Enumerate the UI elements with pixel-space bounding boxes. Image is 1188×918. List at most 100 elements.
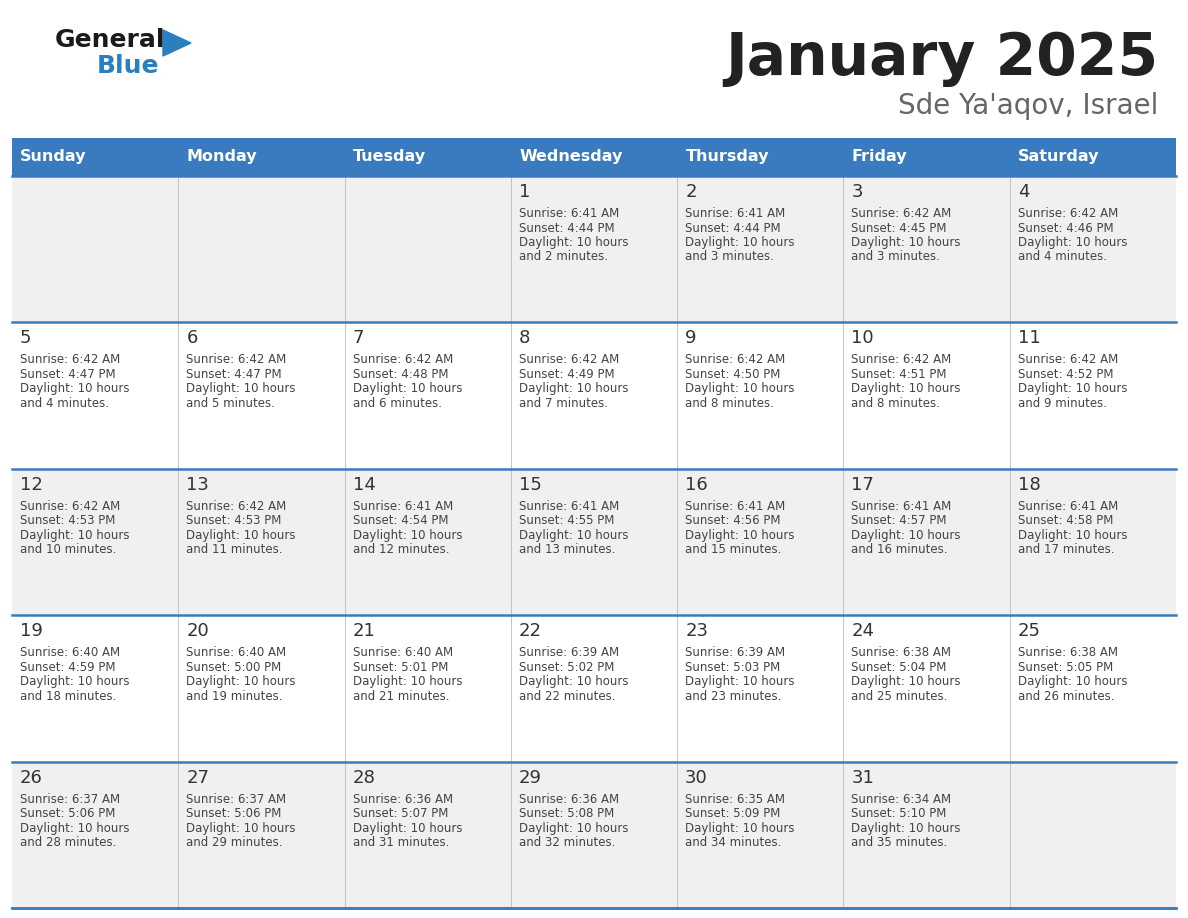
Text: and 31 minutes.: and 31 minutes. (353, 836, 449, 849)
Text: Daylight: 10 hours: Daylight: 10 hours (187, 676, 296, 688)
Text: Sunrise: 6:42 AM: Sunrise: 6:42 AM (1018, 353, 1118, 366)
Text: Sunset: 4:47 PM: Sunset: 4:47 PM (20, 368, 115, 381)
Bar (12, 176, 1176, 322)
Text: 20: 20 (187, 622, 209, 640)
Text: and 3 minutes.: and 3 minutes. (685, 251, 775, 263)
Text: Daylight: 10 hours: Daylight: 10 hours (519, 383, 628, 396)
Text: Sunrise: 6:41 AM: Sunrise: 6:41 AM (685, 207, 785, 220)
Text: Sunrise: 6:42 AM: Sunrise: 6:42 AM (519, 353, 619, 366)
Text: 4: 4 (1018, 183, 1029, 201)
Text: Sunset: 4:57 PM: Sunset: 4:57 PM (852, 514, 947, 527)
Text: Daylight: 10 hours: Daylight: 10 hours (187, 822, 296, 834)
Text: Sunday: Sunday (20, 150, 87, 164)
Text: and 13 minutes.: and 13 minutes. (519, 543, 615, 556)
Text: Daylight: 10 hours: Daylight: 10 hours (353, 822, 462, 834)
Text: Sunset: 4:44 PM: Sunset: 4:44 PM (519, 221, 614, 234)
Text: and 5 minutes.: and 5 minutes. (187, 397, 276, 410)
Text: Sunset: 5:06 PM: Sunset: 5:06 PM (20, 807, 115, 820)
Text: Tuesday: Tuesday (353, 150, 426, 164)
Text: Sunrise: 6:40 AM: Sunrise: 6:40 AM (353, 646, 453, 659)
Text: Sunrise: 6:37 AM: Sunrise: 6:37 AM (20, 792, 120, 806)
Text: 6: 6 (187, 330, 197, 347)
Text: Daylight: 10 hours: Daylight: 10 hours (852, 822, 961, 834)
Text: Friday: Friday (852, 150, 908, 164)
Bar (1010, 138, 1176, 176)
Text: Sunrise: 6:42 AM: Sunrise: 6:42 AM (852, 207, 952, 220)
Text: Sunset: 5:09 PM: Sunset: 5:09 PM (685, 807, 781, 820)
Text: 23: 23 (685, 622, 708, 640)
Text: Daylight: 10 hours: Daylight: 10 hours (187, 529, 296, 542)
Text: 29: 29 (519, 768, 542, 787)
Text: Daylight: 10 hours: Daylight: 10 hours (20, 822, 129, 834)
Text: Daylight: 10 hours: Daylight: 10 hours (685, 676, 795, 688)
Text: Sunset: 4:49 PM: Sunset: 4:49 PM (519, 368, 614, 381)
Text: and 26 minutes.: and 26 minutes. (1018, 689, 1114, 702)
Text: 14: 14 (353, 476, 375, 494)
Text: Wednesday: Wednesday (519, 150, 623, 164)
Text: Sunset: 5:00 PM: Sunset: 5:00 PM (187, 661, 282, 674)
Text: and 2 minutes.: and 2 minutes. (519, 251, 608, 263)
Text: Daylight: 10 hours: Daylight: 10 hours (685, 822, 795, 834)
Text: 8: 8 (519, 330, 530, 347)
Text: Daylight: 10 hours: Daylight: 10 hours (519, 529, 628, 542)
Text: Saturday: Saturday (1018, 150, 1100, 164)
Text: and 12 minutes.: and 12 minutes. (353, 543, 449, 556)
Text: 28: 28 (353, 768, 375, 787)
Text: and 9 minutes.: and 9 minutes. (1018, 397, 1107, 410)
Text: Sunset: 4:59 PM: Sunset: 4:59 PM (20, 661, 115, 674)
Text: 19: 19 (20, 622, 43, 640)
Text: 1: 1 (519, 183, 530, 201)
Text: Daylight: 10 hours: Daylight: 10 hours (685, 236, 795, 249)
Text: and 4 minutes.: and 4 minutes. (20, 397, 109, 410)
Text: Sunrise: 6:34 AM: Sunrise: 6:34 AM (852, 792, 952, 806)
Text: and 6 minutes.: and 6 minutes. (353, 397, 442, 410)
Text: Daylight: 10 hours: Daylight: 10 hours (519, 822, 628, 834)
Text: Daylight: 10 hours: Daylight: 10 hours (353, 676, 462, 688)
Text: Thursday: Thursday (685, 150, 769, 164)
Text: 9: 9 (685, 330, 696, 347)
Text: 3: 3 (852, 183, 862, 201)
Text: Sunrise: 6:39 AM: Sunrise: 6:39 AM (685, 646, 785, 659)
Bar (677, 138, 843, 176)
Bar (12, 762, 1176, 908)
Text: Sunrise: 6:37 AM: Sunrise: 6:37 AM (187, 792, 286, 806)
Text: Daylight: 10 hours: Daylight: 10 hours (353, 383, 462, 396)
Text: Sunset: 4:53 PM: Sunset: 4:53 PM (20, 514, 115, 527)
Text: 7: 7 (353, 330, 364, 347)
Text: Daylight: 10 hours: Daylight: 10 hours (852, 236, 961, 249)
Text: 31: 31 (852, 768, 874, 787)
Text: Sunrise: 6:42 AM: Sunrise: 6:42 AM (20, 353, 120, 366)
Text: Sunrise: 6:42 AM: Sunrise: 6:42 AM (187, 499, 286, 513)
Text: Daylight: 10 hours: Daylight: 10 hours (20, 529, 129, 542)
Text: Daylight: 10 hours: Daylight: 10 hours (20, 383, 129, 396)
Text: and 8 minutes.: and 8 minutes. (685, 397, 775, 410)
Text: Sunset: 4:55 PM: Sunset: 4:55 PM (519, 514, 614, 527)
Text: Sunrise: 6:41 AM: Sunrise: 6:41 AM (353, 499, 453, 513)
Text: Sde Ya'aqov, Israel: Sde Ya'aqov, Israel (898, 92, 1158, 120)
Text: Sunset: 5:07 PM: Sunset: 5:07 PM (353, 807, 448, 820)
Text: Sunset: 4:53 PM: Sunset: 4:53 PM (187, 514, 282, 527)
Text: Sunrise: 6:42 AM: Sunrise: 6:42 AM (353, 353, 453, 366)
Text: 11: 11 (1018, 330, 1041, 347)
Bar (511, 138, 677, 176)
Text: 18: 18 (1018, 476, 1041, 494)
Text: and 21 minutes.: and 21 minutes. (353, 689, 449, 702)
Text: January 2025: January 2025 (725, 30, 1158, 87)
Text: Sunrise: 6:40 AM: Sunrise: 6:40 AM (20, 646, 120, 659)
Text: Daylight: 10 hours: Daylight: 10 hours (852, 529, 961, 542)
Text: Sunset: 5:08 PM: Sunset: 5:08 PM (519, 807, 614, 820)
Text: and 19 minutes.: and 19 minutes. (187, 689, 283, 702)
Text: Sunset: 5:10 PM: Sunset: 5:10 PM (852, 807, 947, 820)
Text: and 28 minutes.: and 28 minutes. (20, 836, 116, 849)
Text: and 3 minutes.: and 3 minutes. (852, 251, 941, 263)
Text: 2: 2 (685, 183, 696, 201)
Text: Daylight: 10 hours: Daylight: 10 hours (1018, 236, 1127, 249)
Text: 10: 10 (852, 330, 874, 347)
Bar (12, 469, 1176, 615)
Text: and 34 minutes.: and 34 minutes. (685, 836, 782, 849)
Text: and 7 minutes.: and 7 minutes. (519, 397, 608, 410)
Text: Daylight: 10 hours: Daylight: 10 hours (519, 676, 628, 688)
Bar (345, 138, 511, 176)
Text: Daylight: 10 hours: Daylight: 10 hours (852, 383, 961, 396)
Text: Sunrise: 6:35 AM: Sunrise: 6:35 AM (685, 792, 785, 806)
